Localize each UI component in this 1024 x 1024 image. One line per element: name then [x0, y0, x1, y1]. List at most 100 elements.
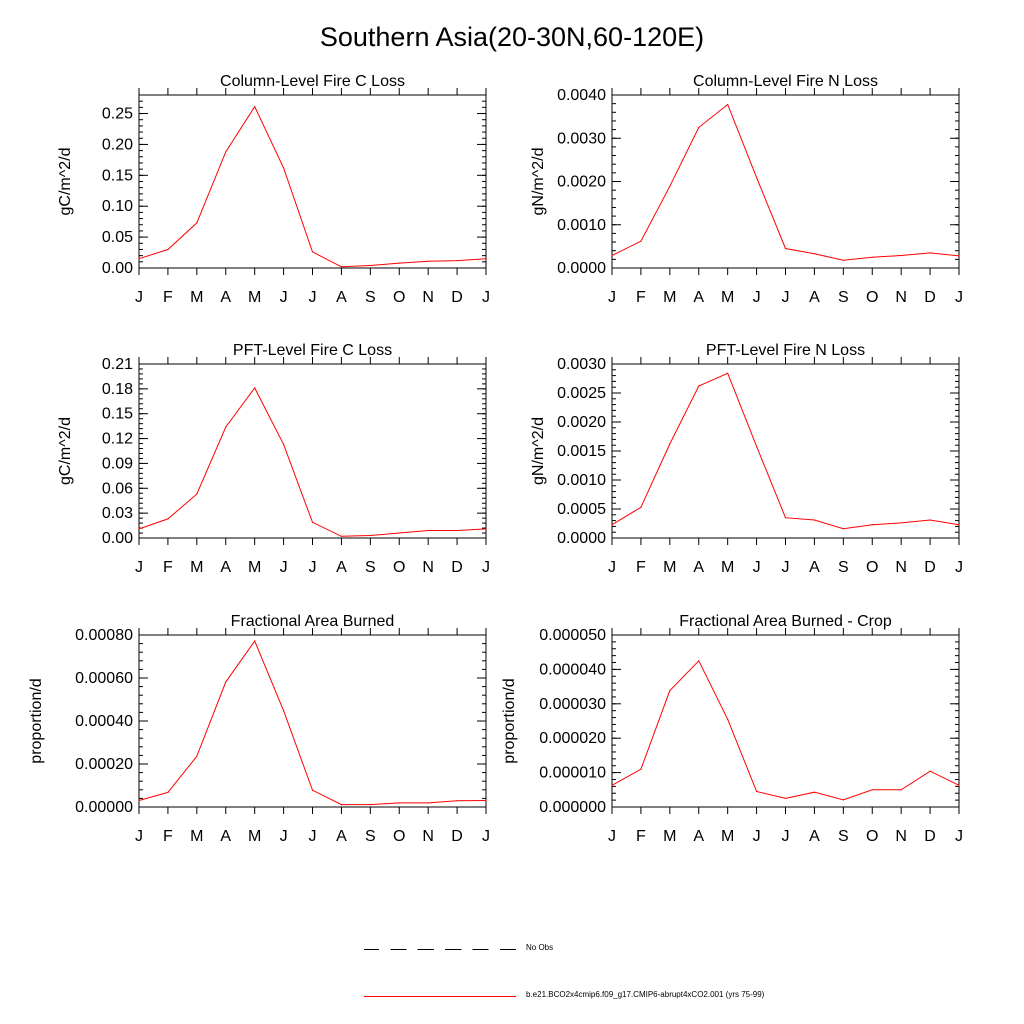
data-point	[784, 797, 787, 800]
data-point	[755, 177, 758, 179]
data-point	[842, 259, 844, 261]
x-tick-label: F	[636, 559, 646, 576]
series-line-model	[138, 105, 487, 268]
y-tick-label: 0.0040	[557, 87, 606, 104]
data-point	[254, 106, 256, 108]
y-tick-label: 0.05	[102, 229, 133, 246]
y-tick-label: 0.00020	[75, 756, 133, 773]
panel-2: Column-Level Fire N Loss gN/m^2/d 0.0000 0.…	[530, 73, 963, 306]
y-tick-label: 0.25	[102, 106, 133, 123]
x-tick-label: J	[482, 828, 490, 845]
data-point	[282, 710, 285, 712]
x-tick-label: J	[309, 289, 317, 306]
x-tick-label: A	[693, 559, 704, 576]
data-point	[755, 445, 758, 447]
series-line-model	[611, 372, 960, 530]
data-point	[929, 519, 931, 521]
x-tick-label: A	[809, 289, 820, 306]
x-tick-label: M	[663, 828, 676, 845]
y-tick-label: 0.0030	[557, 356, 606, 373]
data-point	[485, 258, 487, 260]
series-line-model	[611, 659, 960, 801]
data-point	[167, 248, 169, 251]
x-tick-label: A	[809, 828, 820, 845]
y-tick-label: 0.15	[102, 406, 133, 423]
x-tick-label: M	[663, 289, 676, 306]
data-point	[311, 521, 314, 523]
y-tick-label: 0.0005	[557, 501, 606, 518]
x-tick-label: D	[924, 828, 936, 845]
y-tick-label: 0.18	[102, 381, 133, 398]
y-tick-label: 0.000000	[539, 799, 606, 816]
y-axis-label: proportion/d	[501, 678, 518, 763]
x-tick-label: M	[248, 559, 261, 576]
data-point	[427, 529, 429, 532]
data-point	[398, 262, 400, 264]
y-tick-label: 0.00060	[75, 670, 133, 687]
x-tick-label: M	[190, 559, 203, 576]
y-axis-label: gC/m^2/d	[57, 417, 74, 485]
data-point	[929, 252, 931, 254]
data-point	[871, 789, 873, 791]
data-point	[640, 240, 642, 242]
x-tick-label: A	[809, 559, 820, 576]
data-point	[427, 802, 429, 804]
y-tick-label: 0.15	[102, 167, 133, 184]
data-point	[958, 255, 960, 257]
data-point	[369, 534, 371, 537]
y-tick-label: 0.0020	[557, 414, 606, 431]
data-point	[755, 790, 758, 793]
x-tick-label: N	[422, 828, 434, 845]
x-tick-label: J	[608, 289, 616, 306]
plot-frame	[611, 634, 960, 808]
data-point	[456, 529, 458, 532]
legend-solid-line	[364, 996, 516, 997]
data-point	[282, 167, 285, 169]
data-point	[311, 789, 314, 791]
x-tick-label: F	[636, 289, 646, 306]
x-tick-label: A	[693, 289, 704, 306]
data-point	[784, 517, 787, 519]
data-point	[698, 126, 700, 129]
figure-title: Southern Asia(20-30N,60-120E)	[319, 22, 705, 52]
x-tick-label: N	[895, 559, 907, 576]
legend-label-no-obs: No Obs	[526, 943, 554, 952]
data-point	[138, 799, 140, 802]
panel-title: PFT-Level Fire C Loss	[233, 342, 392, 359]
series-line-model	[138, 387, 487, 537]
x-tick-label: J	[955, 828, 963, 845]
data-point	[196, 755, 198, 757]
data-point	[196, 493, 198, 495]
x-tick-label: J	[482, 289, 490, 306]
data-point	[813, 519, 816, 521]
data-point	[611, 524, 613, 526]
x-tick-label: O	[393, 289, 405, 306]
data-point	[282, 443, 285, 445]
data-point	[958, 524, 960, 526]
data-point	[138, 528, 140, 530]
data-point	[669, 690, 671, 692]
x-tick-label: J	[280, 289, 288, 306]
panel-3: PFT-Level Fire C Loss gC/m^2/d 0.00 0.03 0.0…	[57, 342, 490, 576]
x-tick-label: M	[248, 289, 261, 306]
data-point	[727, 718, 729, 720]
y-tick-label: 0.00040	[75, 713, 133, 730]
x-tick-label: J	[482, 559, 490, 576]
data-point	[611, 254, 613, 257]
x-tick-label: J	[753, 559, 761, 576]
y-tick-label: 0.0015	[557, 443, 606, 460]
panel-title: Column-Level Fire N Loss	[693, 73, 878, 90]
data-point	[813, 253, 816, 255]
x-tick-label: D	[451, 559, 463, 576]
data-point	[311, 251, 314, 253]
panel-title: PFT-Level Fire N Loss	[706, 342, 865, 359]
y-tick-label: 0.0030	[557, 130, 606, 147]
x-tick-label: J	[753, 289, 761, 306]
x-tick-label: F	[163, 828, 173, 845]
y-tick-label: 0.03	[102, 505, 133, 522]
data-point	[698, 385, 700, 387]
y-tick-label: 0.00	[102, 530, 133, 547]
series-line-model	[138, 639, 487, 806]
x-tick-label: M	[248, 828, 261, 845]
